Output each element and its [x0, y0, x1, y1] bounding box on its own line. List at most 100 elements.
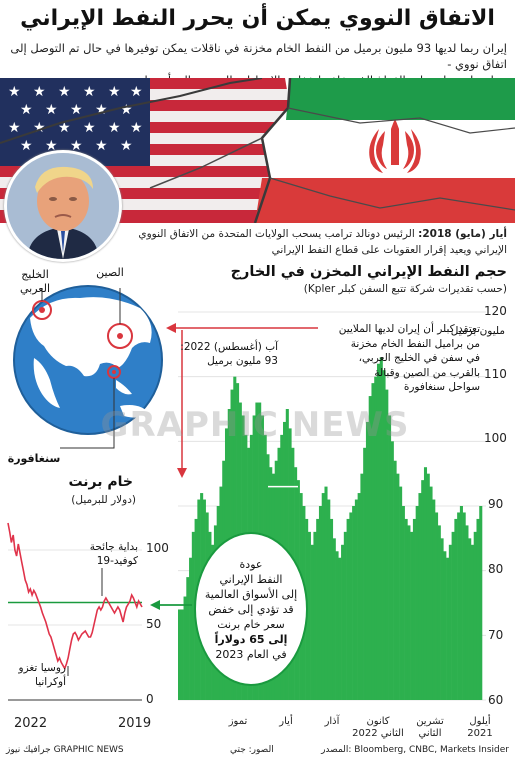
svg-text:★: ★: [8, 84, 21, 100]
kpler-note-line: من براميل النفط الخام مخزنة: [350, 337, 480, 350]
storage-bar: [180, 609, 184, 700]
svg-text:★: ★: [20, 138, 33, 154]
storage-bar: [454, 518, 458, 700]
storage-bar: [401, 506, 405, 700]
storage-bar: [346, 518, 350, 700]
brent-tick-0: 0: [146, 692, 154, 706]
storage-bar: [399, 486, 403, 700]
caption-lead: أيار (مايو) 2018:: [418, 228, 507, 240]
storage-bar: [318, 506, 323, 700]
storage-bar: [446, 557, 450, 700]
svg-text:★: ★: [33, 84, 46, 100]
storage-bar: [462, 512, 466, 700]
caption-line: أيار (مايو) 2018: الرئيس دونالد ترامب يس…: [128, 226, 507, 242]
russia-annotation: روسيا تغزو أوكرانيا: [4, 661, 67, 689]
storage-bar: [423, 467, 428, 700]
gulf-label: الخليج العربي: [10, 268, 60, 296]
brent-series-line: [7, 522, 143, 671]
x-label-july: تموز: [218, 716, 258, 728]
kpler-note-line: سواحل سنغافورة: [403, 381, 480, 393]
storage-chart-subtitle: (حسب تقديرات شركة تتبع السفن كبلر Kpler): [303, 283, 507, 295]
storage-bar: [429, 486, 433, 700]
storage-bar: [432, 499, 436, 700]
brent-x-left: 2022: [14, 716, 48, 731]
storage-bar: [327, 499, 331, 700]
x-label-march: آذار: [312, 716, 352, 728]
storage-bar: [443, 551, 447, 700]
storage-bar: [341, 544, 345, 700]
storage-bar: [393, 460, 397, 700]
storage-bar: [470, 544, 475, 700]
storage-bar: [476, 518, 480, 700]
svg-text:★: ★: [20, 102, 33, 118]
singapore-label: سنغافورة: [7, 452, 61, 465]
storage-bar: [415, 506, 419, 700]
storage-bar: [189, 557, 193, 700]
storage-bar: [352, 506, 356, 700]
svg-text:★: ★: [83, 120, 96, 136]
covid-line: كوفيد-19: [96, 555, 138, 567]
brent-x-right: 2019: [118, 716, 152, 731]
brent-tick-100: 100: [146, 541, 169, 555]
flags-image: ★ ★ ★ ★ ★ ★ ★ ★ ★ ★ ★ ★ ★ ★ ★ ★ ★ ★ ★ ★ ★ ★: [0, 78, 515, 223]
svg-text:★: ★: [45, 102, 58, 118]
storage-bar: [371, 383, 375, 700]
down-arrowhead: [177, 468, 187, 478]
russia-line: روسيا تغزو: [18, 662, 67, 674]
storage-bar: [349, 512, 353, 700]
storage-bar: [321, 493, 325, 700]
brent-tick-50: 50: [146, 617, 162, 631]
bubble-line: عودة: [239, 557, 263, 571]
covid-line: بداية جائحة: [89, 541, 138, 553]
storage-bar: [363, 447, 367, 700]
subtitle-line: إيران ربما لديها 93 مليون برميل من النفط…: [10, 41, 507, 71]
storage-chart-title: حجم النفط الإيراني المخزن في الخارج: [230, 264, 507, 280]
storage-bar: [473, 531, 477, 700]
x-label-line: الثاني: [418, 728, 442, 739]
svg-text:★: ★: [58, 120, 71, 136]
x-label-jan-2022: كانون الثاني 2022: [348, 716, 408, 740]
storage-bar: [457, 512, 461, 700]
footer-credit: جرافيك نيوز GRAPHIC NEWS: [6, 745, 124, 755]
forecast-bubble: عودة النفط الإيراني إلى الأسواق العالمية…: [194, 532, 308, 686]
storage-bar: [407, 525, 411, 700]
storage-bar: [426, 473, 430, 700]
trump-portrait: [4, 150, 122, 262]
brent-chart-subtitle: (دولار للبرميل): [71, 494, 136, 506]
peak-annotation: آب (أغسطس) 2022: 93 مليون برميل: [178, 340, 278, 368]
storage-bar: [332, 538, 336, 700]
bubble-line: قد تؤدي إلى خفض: [208, 602, 294, 616]
svg-text:★: ★: [8, 120, 21, 136]
svg-text:★: ★: [83, 84, 96, 100]
caption-text: الرئيس دونالد ترامب يسحب الولايات المتحد…: [138, 228, 415, 240]
brent-chart-title: خام برنت: [68, 474, 133, 490]
gulf-label-line: الخليج: [21, 268, 49, 281]
y-tick-120: 120: [484, 304, 507, 318]
svg-text:★: ★: [70, 102, 83, 118]
y-tick-80: 80: [488, 562, 504, 576]
storage-bar: [324, 486, 328, 700]
storage-bar: [440, 538, 444, 700]
storage-bar: [410, 531, 414, 700]
kpler-note-line: تعتقد كبلر أن إيران لديها الملايين: [338, 323, 480, 335]
storage-bar: [374, 376, 378, 700]
covid-annotation: بداية جائحة كوفيد-19: [60, 540, 138, 568]
svg-text:★: ★: [130, 84, 143, 100]
storage-bar: [330, 518, 334, 700]
storage-bar: [310, 544, 314, 700]
storage-bar: [404, 518, 408, 700]
bubble-line: في العام 2023: [215, 647, 287, 661]
storage-bar: [379, 357, 383, 700]
storage-bar: [412, 518, 416, 700]
x-label-line: تشرين: [416, 716, 444, 727]
kpler-note-line: في سفن في الخليج العربي،: [358, 352, 480, 364]
svg-text:★: ★: [108, 120, 121, 136]
svg-text:★: ★: [120, 138, 133, 154]
storage-bar: [479, 506, 483, 700]
y-tick-60: 60: [488, 693, 504, 707]
x-label-may: أيار: [266, 716, 306, 728]
y-tick-70: 70: [488, 628, 504, 642]
storage-bar: [468, 538, 472, 700]
x-label-line: أيار: [279, 716, 293, 727]
storage-bar: [448, 544, 452, 700]
